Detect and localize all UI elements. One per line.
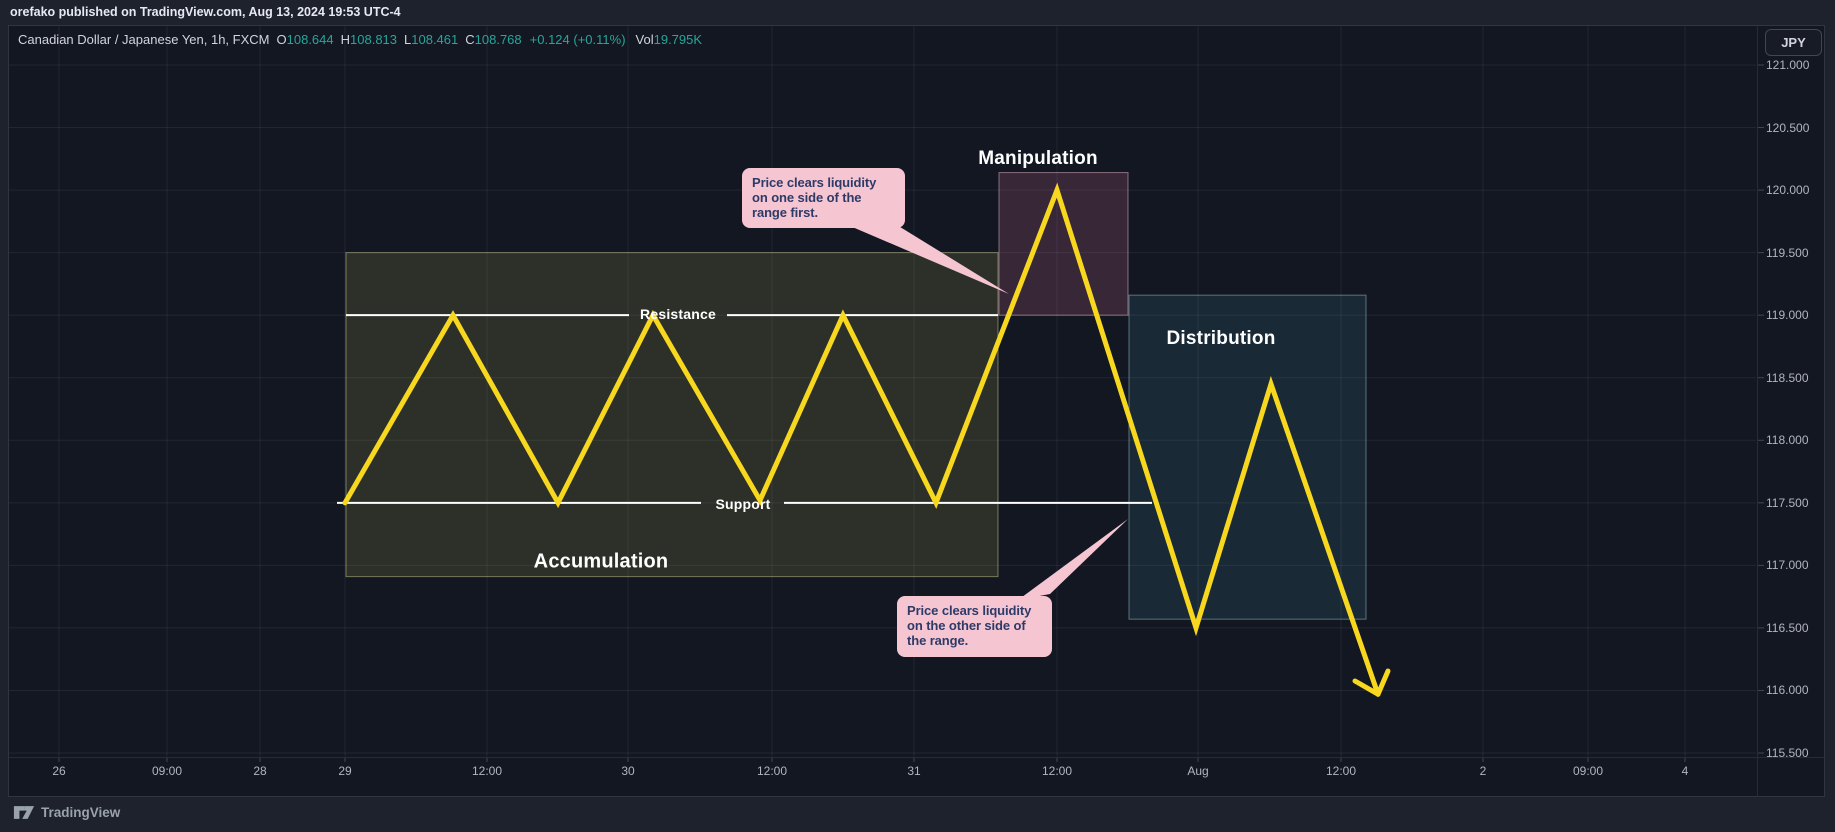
price-tick-label: 118.000 <box>1766 433 1809 448</box>
change-value: +0.124 (+0.11%) <box>529 32 626 47</box>
symbol-legend: Canadian Dollar / Japanese Yen, 1h, FXCM… <box>18 31 702 49</box>
price-tick-label: 119.500 <box>1766 245 1809 260</box>
price-tick-label: 121.000 <box>1766 58 1810 72</box>
time-tick-label: Aug <box>1187 764 1209 778</box>
price-tick-label: 116.500 <box>1766 620 1809 635</box>
price-tick-label: 116.000 <box>1766 683 1809 698</box>
time-axis-separator <box>9 757 1825 758</box>
open-value: 108.644 <box>286 32 334 47</box>
time-tick-label: 31 <box>907 764 921 778</box>
time-tick-label: 26 <box>52 764 66 778</box>
price-tick-label: 117.000 <box>1766 558 1809 573</box>
price-tick-label: 117.500 <box>1766 495 1809 510</box>
publish-header: orefako published on TradingView.com, Au… <box>10 5 401 19</box>
time-tick-label: 12:00 <box>756 764 788 778</box>
time-tick-label: 12:00 <box>1325 764 1357 778</box>
high-value: 108.813 <box>350 32 398 47</box>
high-label: H <box>340 32 351 47</box>
volume-label: Vol <box>635 32 654 47</box>
tradingview-attribution[interactable]: TradingView <box>13 803 120 821</box>
low-label: L <box>404 32 412 47</box>
volume-value: 19.795K <box>653 32 703 47</box>
price-tick-label: 120.000 <box>1766 183 1810 198</box>
open-label: O <box>276 32 287 47</box>
time-tick-label: 12:00 <box>471 764 503 778</box>
price-tick-label: 115.500 <box>1766 746 1809 760</box>
price-tick-label: 120.500 <box>1766 120 1810 135</box>
close-value: 108.768 <box>474 32 522 47</box>
chart-widget <box>8 25 1825 797</box>
time-tick-label: 12:00 <box>1041 764 1073 778</box>
low-value: 108.461 <box>411 32 459 47</box>
tradingview-brand-text: TradingView <box>41 804 121 820</box>
close-label: C <box>465 32 475 47</box>
tradingview-logo-icon <box>13 805 35 819</box>
time-tick-label: 29 <box>338 764 352 778</box>
time-tick-label: 09:00 <box>151 764 183 778</box>
time-tick-label: 30 <box>621 764 635 778</box>
time-tick-label: 09:00 <box>1572 764 1604 778</box>
time-tick-label: 28 <box>253 764 267 778</box>
time-tick-label: 4 <box>1681 764 1689 778</box>
symbol-title[interactable]: Canadian Dollar / Japanese Yen, 1h, FXCM <box>18 32 270 47</box>
price-axis-separator <box>1757 26 1758 797</box>
time-tick-label: 2 <box>1479 764 1487 778</box>
price-tick-label: 118.500 <box>1766 370 1809 385</box>
currency-toggle-button[interactable]: JPY <box>1765 29 1822 56</box>
price-tick-label: 119.000 <box>1766 308 1809 323</box>
